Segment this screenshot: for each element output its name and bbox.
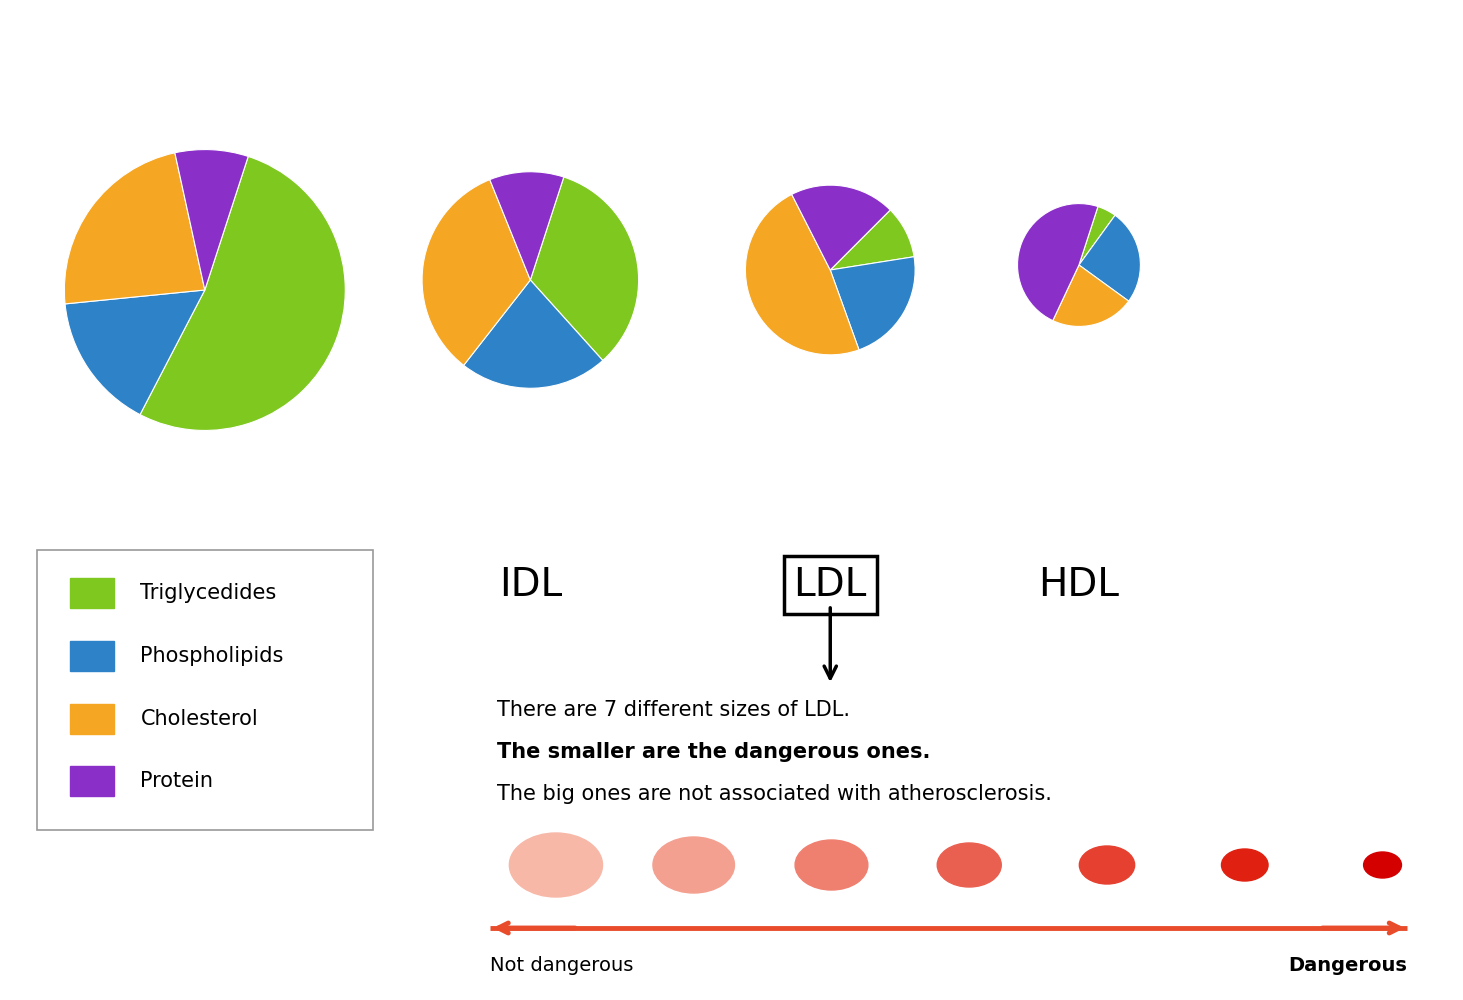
Wedge shape xyxy=(531,177,638,360)
Ellipse shape xyxy=(794,840,868,890)
Ellipse shape xyxy=(938,843,1001,887)
Wedge shape xyxy=(490,172,563,280)
Wedge shape xyxy=(1080,215,1140,301)
FancyBboxPatch shape xyxy=(37,550,373,830)
Text: There are 7 different sizes of LDL.: There are 7 different sizes of LDL. xyxy=(497,700,850,720)
Text: Phospholipids: Phospholipids xyxy=(140,646,284,666)
Ellipse shape xyxy=(1222,849,1268,881)
Text: LDL: LDL xyxy=(793,566,868,604)
Wedge shape xyxy=(831,257,914,350)
Ellipse shape xyxy=(652,837,734,893)
Text: The big ones are not associated with atherosclerosis.: The big ones are not associated with ath… xyxy=(497,784,1052,804)
Text: Dangerous: Dangerous xyxy=(1289,956,1407,975)
Text: Not dangerous: Not dangerous xyxy=(490,956,633,975)
Wedge shape xyxy=(64,290,205,415)
Wedge shape xyxy=(423,180,531,365)
Wedge shape xyxy=(64,153,205,304)
Bar xyxy=(70,641,114,671)
Text: VLDL: VLDL xyxy=(155,566,255,604)
Wedge shape xyxy=(176,150,249,290)
Ellipse shape xyxy=(1080,846,1135,884)
Wedge shape xyxy=(1018,204,1097,321)
Wedge shape xyxy=(791,185,891,270)
Bar xyxy=(70,766,114,796)
Text: Cholesterol: Cholesterol xyxy=(140,709,257,729)
Wedge shape xyxy=(746,194,859,355)
Wedge shape xyxy=(1080,207,1115,265)
Text: The smaller are the dangerous ones.: The smaller are the dangerous ones. xyxy=(497,742,930,762)
Bar xyxy=(70,704,114,734)
Ellipse shape xyxy=(509,833,603,897)
Text: HDL: HDL xyxy=(1039,566,1119,604)
Wedge shape xyxy=(140,156,345,430)
Wedge shape xyxy=(464,280,603,388)
Wedge shape xyxy=(831,210,914,270)
Text: IDL: IDL xyxy=(499,566,562,604)
Text: Protein: Protein xyxy=(140,771,214,791)
Bar xyxy=(70,578,114,608)
Ellipse shape xyxy=(1364,852,1402,878)
Wedge shape xyxy=(1053,265,1128,326)
Text: Triglycedides: Triglycedides xyxy=(140,583,277,603)
